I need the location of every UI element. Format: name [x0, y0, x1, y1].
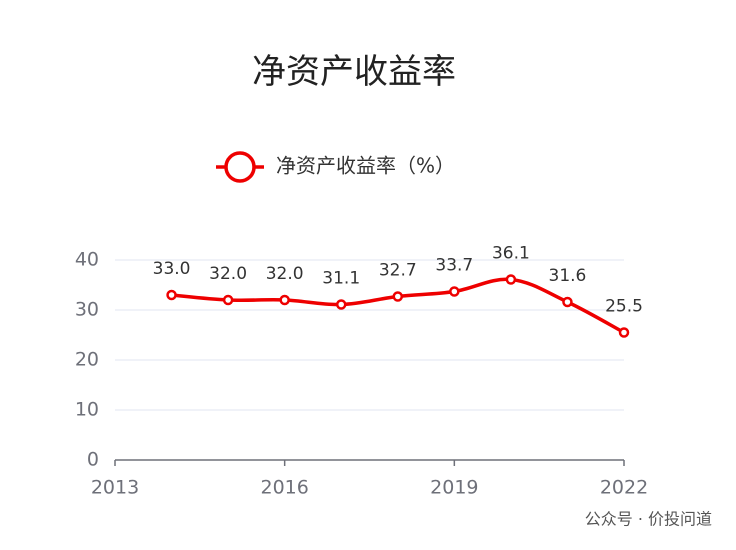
x-tick-label: 2019 — [430, 477, 478, 499]
y-tick-label: 40 — [75, 249, 99, 271]
point — [335, 299, 347, 310]
point — [562, 296, 573, 308]
data-label: 32.7 — [379, 261, 417, 281]
point — [279, 294, 290, 306]
point — [222, 294, 234, 306]
data-label: 31.6 — [549, 266, 587, 286]
x-tick-label: 2013 — [91, 477, 139, 499]
point — [166, 289, 177, 301]
legend-label: 净资产收益率（%） — [276, 154, 455, 178]
point — [505, 274, 517, 285]
y-tick-label: 30 — [75, 299, 99, 321]
point — [618, 327, 630, 338]
watermark: 公众号 · 价投问道 — [585, 510, 712, 529]
legend-marker — [224, 151, 256, 183]
data-label: 33.7 — [435, 256, 473, 276]
y-tick-label: 10 — [75, 399, 99, 421]
y-tick-label: 20 — [75, 349, 99, 371]
data-label: 33.0 — [153, 259, 191, 279]
data-label: 32.0 — [266, 264, 304, 284]
data-label: 36.1 — [492, 244, 530, 264]
data-label: 25.5 — [605, 297, 643, 317]
x-tick-label: 2016 — [260, 477, 308, 499]
x-tick-label: 2022 — [600, 477, 648, 499]
y-tick-label: 0 — [87, 449, 99, 471]
point — [392, 291, 404, 302]
point — [449, 286, 460, 297]
data-label: 31.1 — [322, 269, 360, 289]
data-label: 32.0 — [209, 264, 247, 284]
chart-title: 净资产收益率 — [252, 52, 456, 92]
